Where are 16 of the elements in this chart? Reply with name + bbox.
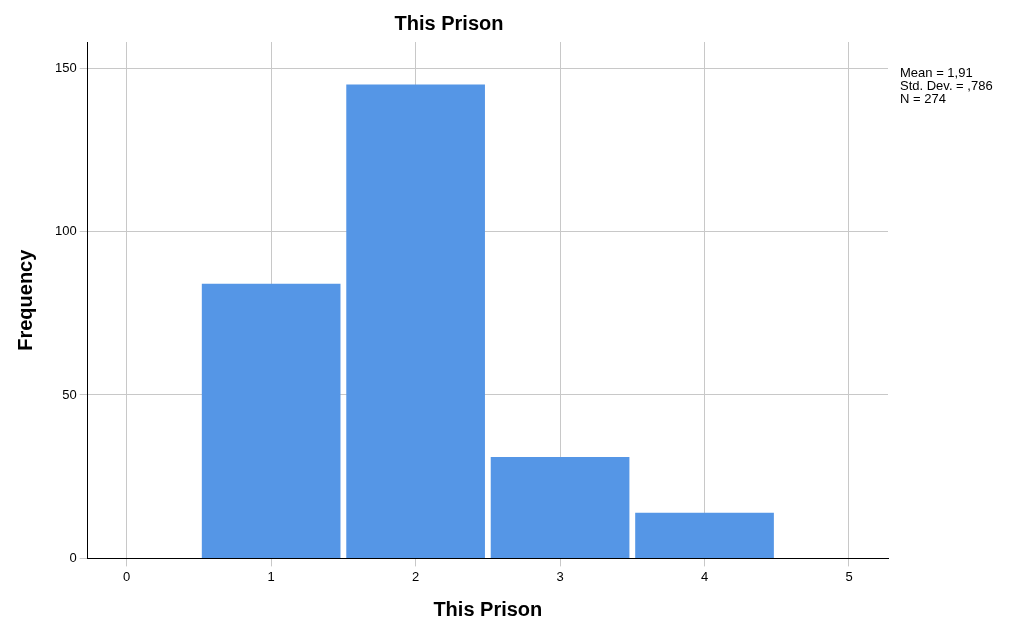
- y-tick-label: 150: [54, 59, 77, 75]
- text: N = 274: [900, 91, 947, 106]
- y-axis-title: Frequency: [13, 248, 36, 351]
- y-tick-label: 100: [54, 223, 77, 239]
- x-tick-label: 5: [845, 568, 853, 584]
- y-tick-label: 0: [69, 549, 77, 565]
- x-axis-title: This Prison: [433, 597, 543, 620]
- x-tick-label: 4: [700, 568, 709, 584]
- x-tick-label: 0: [123, 568, 131, 584]
- x-tick-label: 1: [267, 568, 275, 584]
- text: Std. Dev. = ,786: [900, 78, 993, 93]
- y-tick-label: 50: [62, 386, 77, 402]
- chart-title: This Prison: [394, 11, 504, 34]
- x-tick-label: 3: [556, 568, 564, 584]
- text: Mean = 1,91: [900, 65, 974, 80]
- x-tick-label: 2: [412, 568, 420, 584]
